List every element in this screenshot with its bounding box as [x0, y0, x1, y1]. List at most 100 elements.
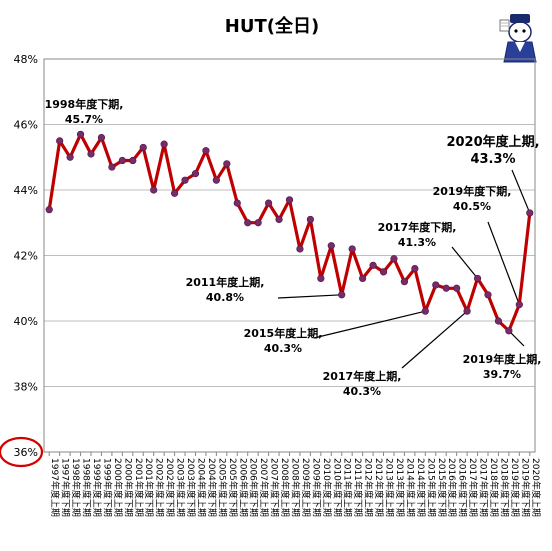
data-point: [296, 245, 304, 253]
x-tick-label: 1998年度上期: [70, 458, 82, 517]
annotation-value: 40.3%: [343, 385, 381, 398]
data-point: [473, 274, 482, 283]
data-point: [87, 150, 95, 158]
annotation-value: 40.5%: [453, 200, 491, 213]
data-point: [285, 196, 294, 204]
x-tick-label: 2018年度下期: [498, 458, 510, 517]
x-tick-label: 1997年度上期: [49, 458, 61, 517]
annotation-leader: [313, 310, 426, 339]
annotation-value: 45.7%: [65, 113, 103, 126]
x-tick-label: 2008年度下期: [290, 458, 302, 517]
annotation-leader: [451, 246, 479, 279]
x-tick-label: 2014年度上期: [404, 458, 416, 517]
annotation-label: 2011年度上期,: [186, 275, 265, 289]
x-tick-label: 2000年度上期: [112, 458, 124, 517]
data-point: [244, 219, 252, 227]
data-point: [411, 265, 419, 273]
data-point: [97, 134, 106, 142]
y-tick-label: 46%: [14, 119, 38, 132]
x-tick-label: 2008年度上期: [279, 458, 291, 517]
data-point: [233, 199, 241, 207]
data-point: [442, 284, 450, 292]
x-tick-label: 2002年度上期: [154, 458, 166, 517]
x-tick-label: 2020年度上期: [530, 458, 542, 517]
annotation-label: 2019年度上期,: [463, 352, 542, 366]
annotation-value: 43.3%: [470, 152, 515, 167]
x-tick-label: 2006年度下期: [248, 458, 260, 517]
data-point: [150, 186, 158, 194]
highlight-circle: [0, 436, 44, 468]
x-tick-label: 2015年度下期: [436, 458, 448, 517]
x-tick-label: 2019年度上期: [509, 458, 521, 517]
grid-layer: [43, 58, 536, 453]
x-tick-label: 2018年度上期: [488, 458, 500, 517]
data-point: [463, 307, 471, 315]
data-point: [327, 242, 335, 250]
x-tick-label: 2017年度上期: [467, 458, 479, 517]
data-point: [202, 147, 210, 155]
data-point: [526, 209, 534, 217]
y-tick-label: 38%: [14, 381, 38, 394]
series-hut: [45, 130, 534, 335]
data-point: [212, 176, 220, 184]
x-tick-label: 2015年度上期: [425, 458, 437, 517]
x-tick-label: 2019年度下期: [519, 458, 531, 517]
x-tick-label: 1999年度上期: [91, 458, 103, 517]
annotation-leader: [401, 310, 468, 369]
annotation-label: 1998年度下期,: [45, 97, 124, 111]
data-point: [515, 301, 523, 309]
x-tick-label: 2011年度上期: [342, 458, 354, 517]
annotation-value: 40.8%: [206, 291, 244, 304]
x-tick-label: 1997年度下期: [60, 458, 72, 517]
data-point: [453, 284, 461, 292]
data-point: [369, 261, 377, 269]
data-point: [191, 170, 200, 178]
y-tick-label: 42%: [14, 250, 38, 263]
x-tick-label: 2005年度下期: [227, 458, 239, 517]
annotation-label: 2020年度上期,: [446, 134, 539, 150]
y-tick-label: 40%: [14, 315, 38, 328]
x-tick-label: 2011年度下期: [352, 458, 364, 517]
annotation-leader: [487, 221, 520, 305]
x-tick-label: 2001年度上期: [133, 458, 145, 517]
data-point: [348, 245, 356, 253]
data-point: [181, 176, 189, 184]
data-point: [66, 153, 74, 161]
data-point: [390, 255, 398, 263]
annotation-leaders: [277, 169, 531, 369]
data-point: [45, 206, 53, 214]
x-tick-label: 2007年度下期: [269, 458, 281, 517]
x-tick-label: 2016年度下期: [457, 458, 469, 517]
annotation-leader: [277, 294, 342, 299]
data-point: [170, 189, 179, 197]
data-point: [275, 215, 283, 224]
data-point: [379, 268, 388, 276]
x-tick-label: 2004年度下期: [206, 458, 218, 517]
x-tick-label: 2005年度上期: [216, 458, 228, 517]
x-tick-label: 2010年度下期: [331, 458, 343, 517]
x-axis: 1997年度上期 1997年度下期 1998年度上期 1998年度下期 1999年度上期…: [48, 452, 542, 517]
data-point: [118, 156, 126, 165]
x-tick-label: 2003年度下期: [185, 458, 197, 517]
x-tick-label: 2004年度上期: [195, 458, 207, 517]
y-axis: 36% 38% 40% 42% 44% 46% 48%: [0, 53, 44, 468]
x-tick-label: 2000年度下期: [122, 458, 134, 517]
annotations: 1998年度下期, 45.7% 2011年度上期, 40.8% 2015年度上期, 40.…: [45, 97, 542, 398]
data-point: [421, 307, 429, 315]
x-tick-label: 2014年度下期: [415, 458, 427, 517]
x-tick-label: 1999年度下期: [101, 458, 113, 517]
data-point: [139, 143, 147, 152]
x-tick-label: 2003年度上期: [175, 458, 187, 517]
annotation-label: 2015年度上期,: [244, 326, 323, 340]
data-point: [265, 199, 273, 207]
data-point: [306, 215, 314, 224]
y-tick-label: 48%: [14, 53, 38, 66]
data-point: [359, 274, 367, 283]
data-point: [223, 160, 231, 168]
annotation-leader: [511, 169, 531, 214]
x-tick-label: 2012年度上期: [363, 458, 375, 517]
data-point: [108, 163, 116, 171]
annotation-value: 41.3%: [398, 236, 436, 249]
y-tick-label: 36%: [14, 446, 38, 459]
